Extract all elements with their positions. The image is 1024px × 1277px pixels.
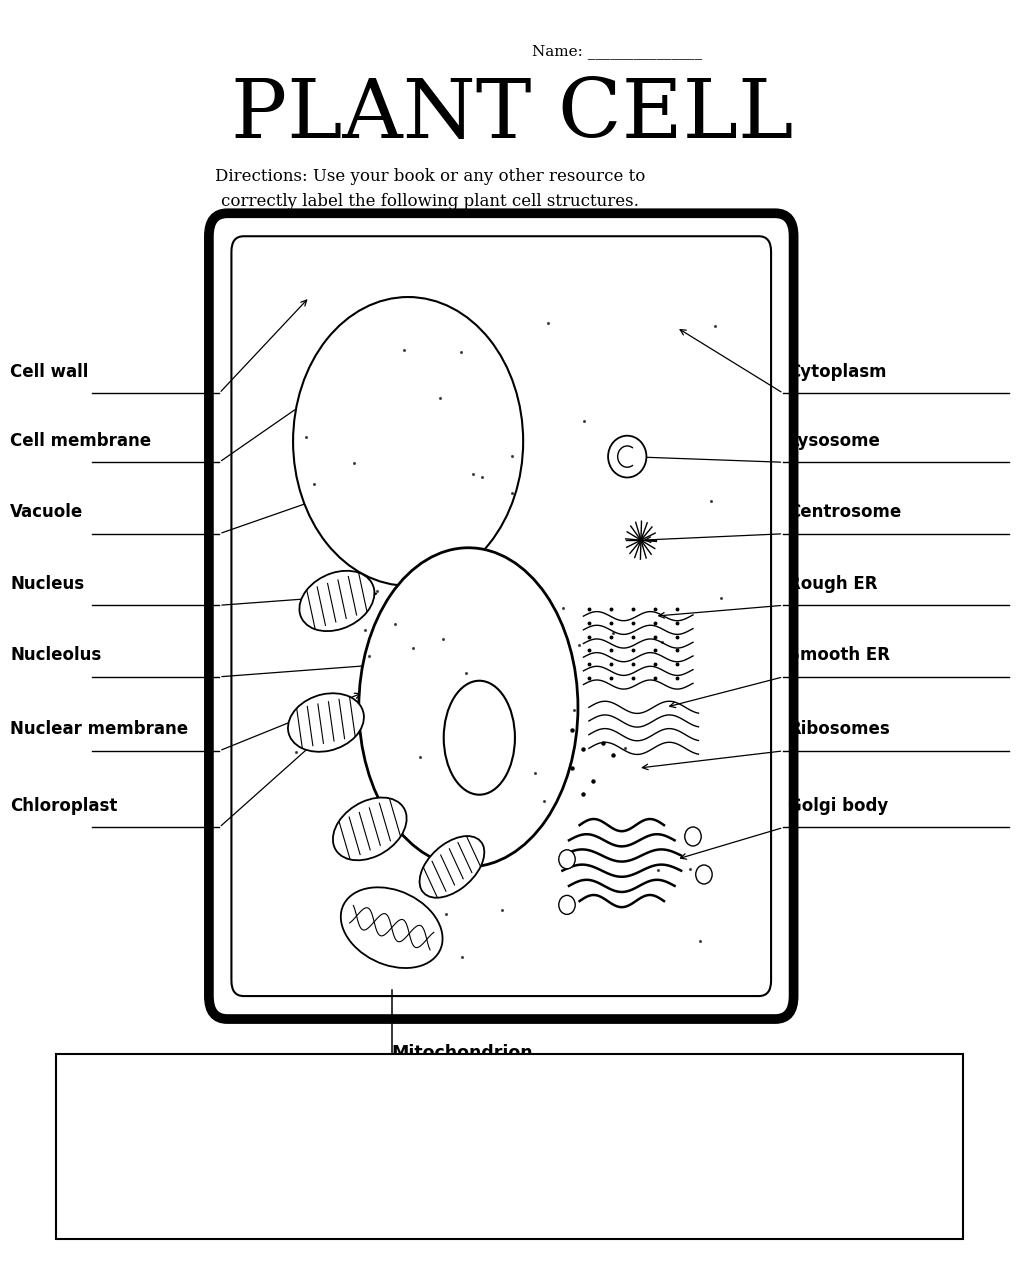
Ellipse shape	[358, 548, 578, 867]
Text: Rough ER: Rough ER	[788, 575, 878, 593]
Ellipse shape	[443, 681, 515, 794]
Text: Nucleolus: Nucleolus	[10, 646, 101, 664]
Text: Smooth ER: Smooth ER	[788, 646, 891, 664]
Text: Directions: Use your book or any other resource to
correctly label the following: Directions: Use your book or any other r…	[215, 169, 645, 209]
Text: Centrosome: Centrosome	[788, 503, 902, 521]
Text: Vacuole: Vacuole	[10, 503, 84, 521]
Text: Mitochondrion: Mitochondrion	[391, 1045, 534, 1062]
Text: cell membrane, centrosome, cytoplasm, Golgi body, lysosome,
mitochondrion, nucle: cell membrane, centrosome, cytoplasm, Go…	[72, 1094, 607, 1191]
Text: Cell wall: Cell wall	[10, 363, 89, 381]
Ellipse shape	[420, 836, 484, 898]
Ellipse shape	[695, 865, 712, 884]
Ellipse shape	[559, 895, 575, 914]
Text: Golgi body: Golgi body	[788, 797, 889, 815]
Ellipse shape	[608, 435, 646, 478]
Text: Ribosomes: Ribosomes	[788, 720, 890, 738]
Ellipse shape	[341, 888, 442, 968]
Text: Cell membrane: Cell membrane	[10, 432, 152, 450]
Text: Nuclear membrane: Nuclear membrane	[10, 720, 188, 738]
Text: Cytoplasm: Cytoplasm	[788, 363, 887, 381]
FancyBboxPatch shape	[56, 1054, 963, 1239]
Ellipse shape	[299, 571, 375, 631]
Text: Name: _______________: Name: _______________	[532, 43, 702, 59]
Text: Lysosome: Lysosome	[788, 432, 881, 450]
Ellipse shape	[293, 298, 523, 586]
Ellipse shape	[288, 693, 364, 752]
Ellipse shape	[333, 798, 407, 861]
FancyBboxPatch shape	[209, 213, 794, 1019]
Text: PLANT CELL: PLANT CELL	[230, 75, 794, 155]
Ellipse shape	[685, 827, 701, 845]
Text: Chloroplast: Chloroplast	[10, 797, 118, 815]
Text: Nucleus: Nucleus	[10, 575, 84, 593]
Ellipse shape	[559, 849, 575, 868]
